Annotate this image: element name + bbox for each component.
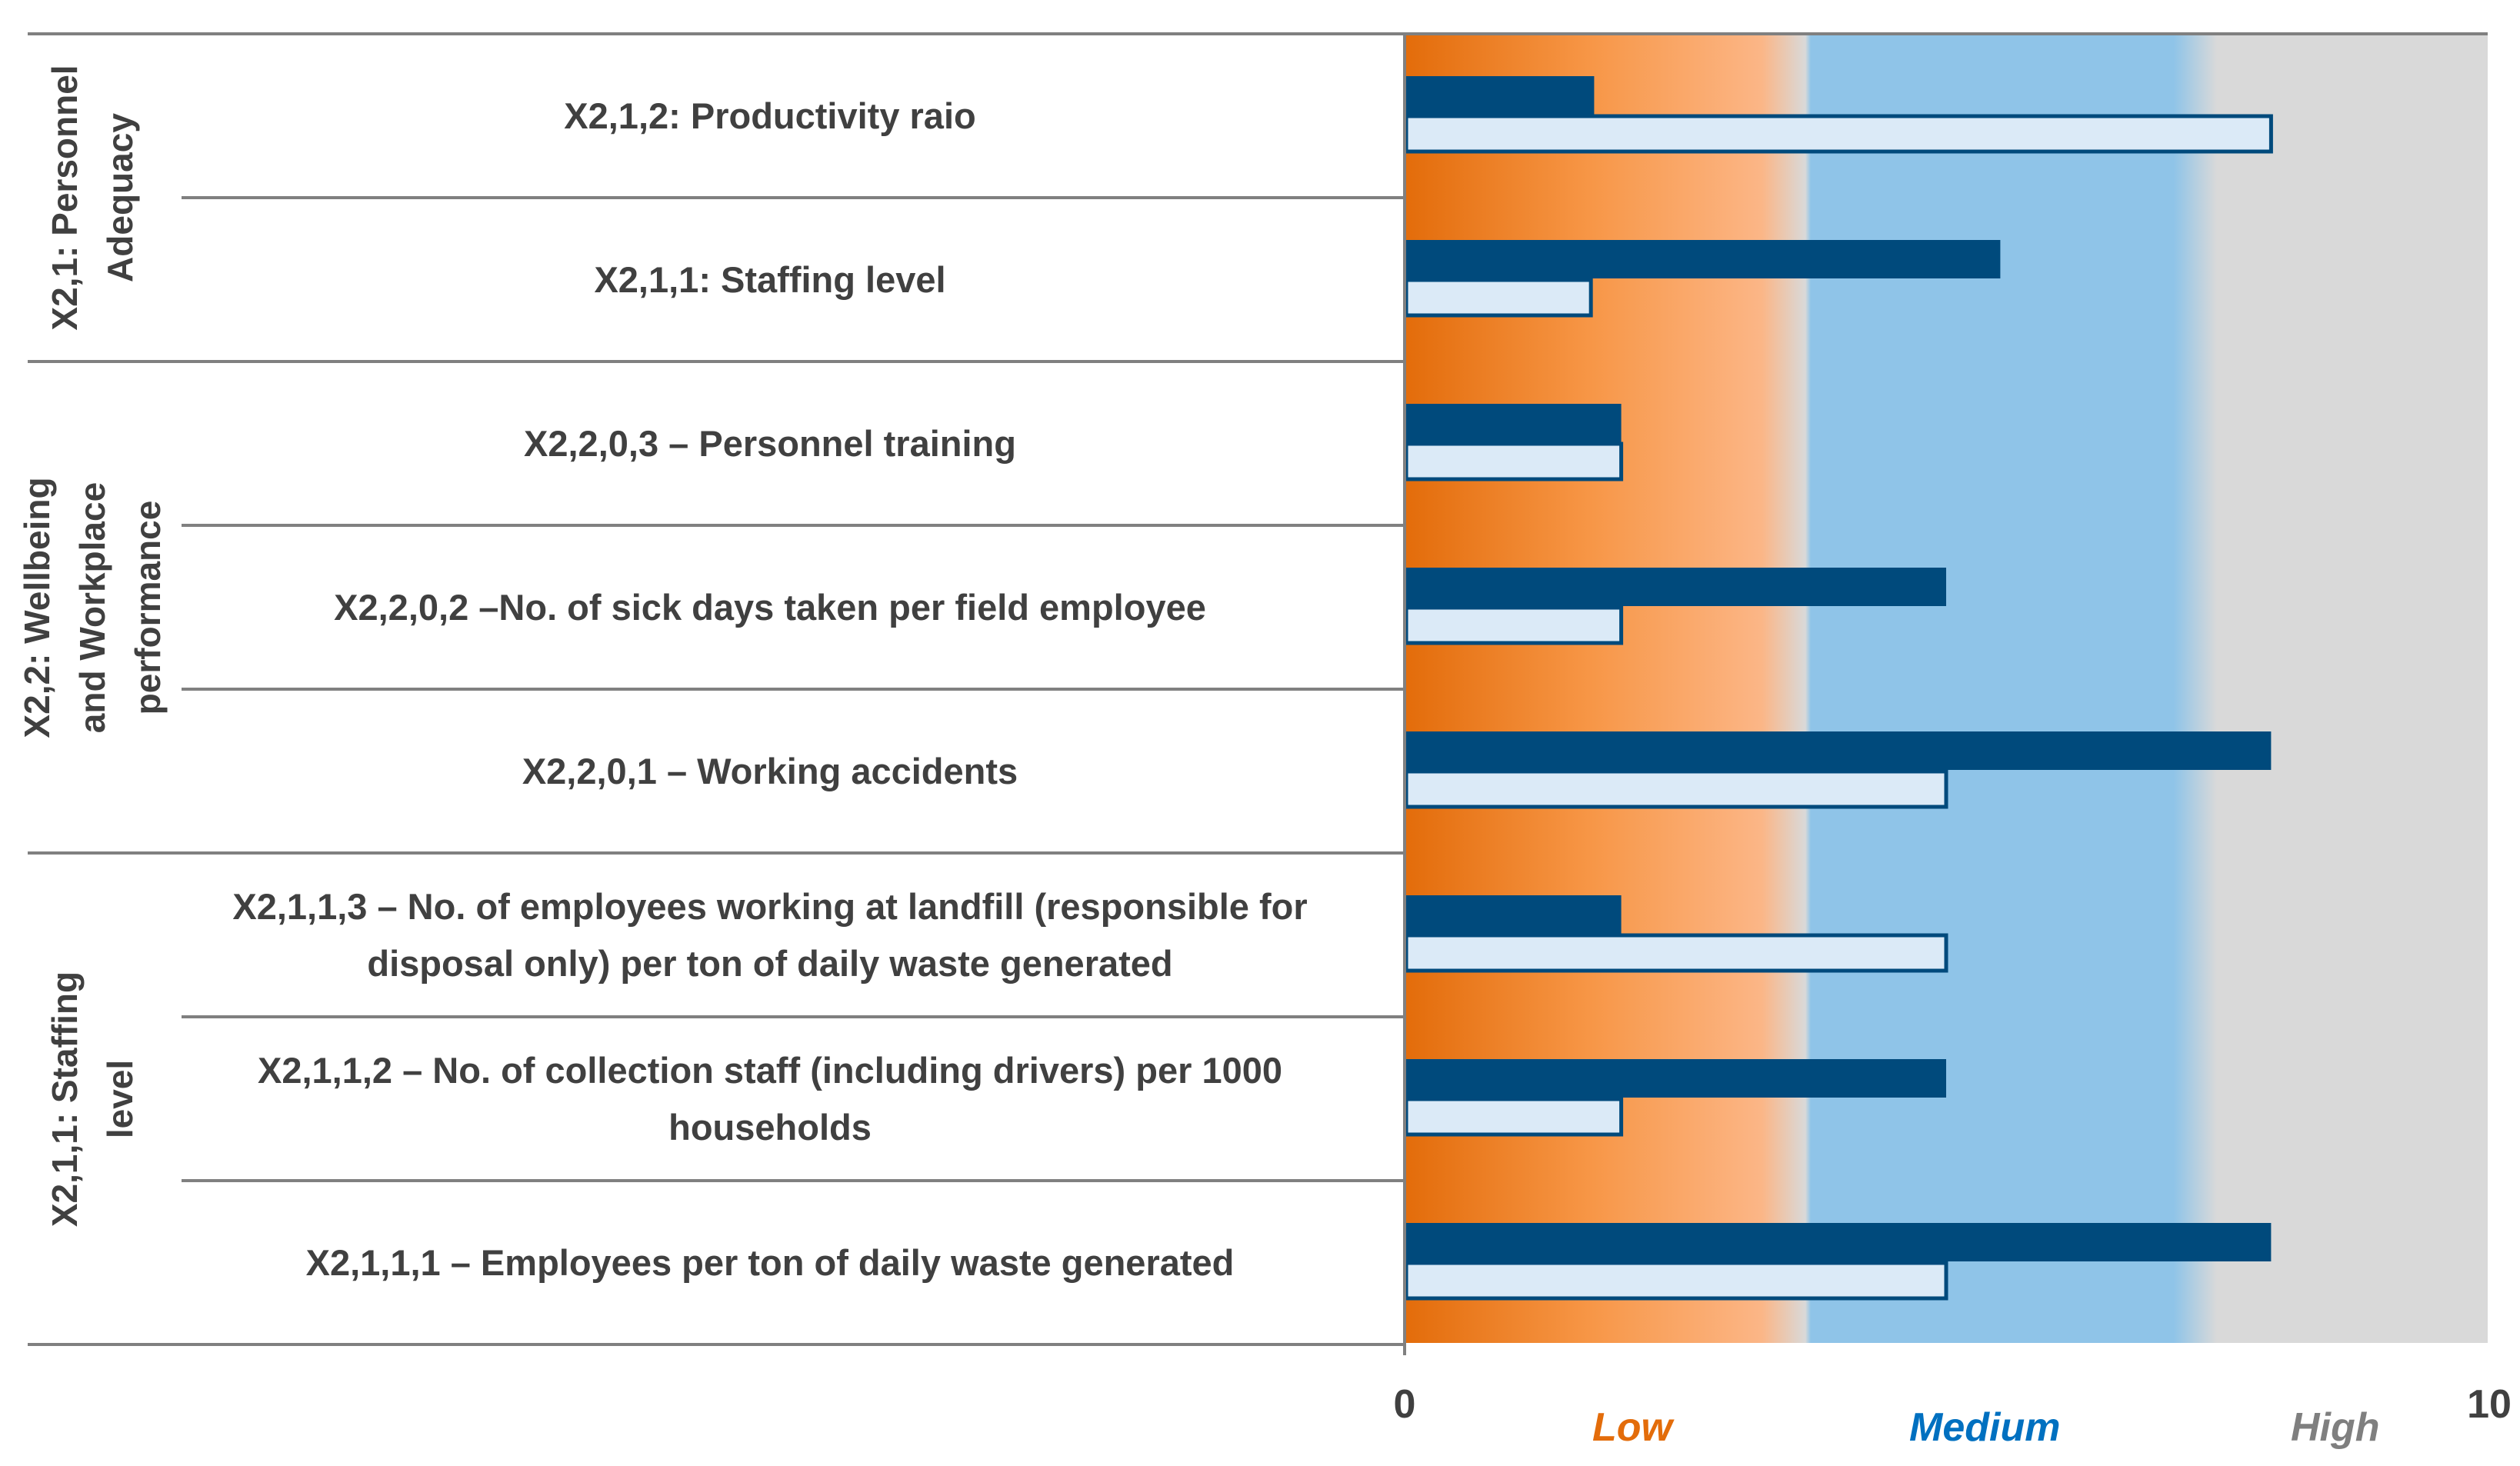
bar-light-3 <box>1404 605 1624 645</box>
plot-background <box>1405 34 2488 1343</box>
category-label-7: X2,1,1,1 – Employees per ton of daily wa… <box>305 1241 1235 1283</box>
bar-light-4 <box>1404 769 1948 809</box>
category-label-5: X2,1,1,3 – No. of employees working at l… <box>232 885 1308 984</box>
bar-light-0 <box>1404 114 2273 154</box>
bar-light-7 <box>1404 1261 1948 1301</box>
category-label-6: X2,1,1,2 – No. of collection staff (incl… <box>257 1049 1283 1148</box>
bar-dark-3 <box>1405 568 1946 606</box>
bar-dark-7 <box>1405 1223 2272 1261</box>
category-label-4: X2,2,0,1 – Working accidents <box>522 750 1018 791</box>
bar-dark-0 <box>1405 76 1595 115</box>
zone-label-high: High <box>2291 1405 2380 1450</box>
group-label-2: X2,1,1: Staffing level <box>45 971 140 1227</box>
bar-light-2 <box>1404 441 1624 481</box>
category-label-1: X2,1,1: Staffing level <box>594 258 946 300</box>
bar-light-1 <box>1404 278 1593 318</box>
bar-light-5 <box>1404 933 1948 973</box>
category-label-0: X2,1,2: Productivity raio <box>564 95 976 136</box>
bar-light-6 <box>1404 1097 1624 1137</box>
bar-dark-5 <box>1405 895 1622 934</box>
group-label-1: X2,2: Wellbeing and Workplace performanc… <box>17 476 168 738</box>
bar-dark-1 <box>1405 240 2001 278</box>
zone-label-low: Low <box>1592 1405 1672 1450</box>
category-label-2: X2,2,0,3 – Personnel training <box>524 422 1016 464</box>
group-label-0: X2,1: Personnel Adequacy <box>45 65 140 331</box>
x-tick-0: 0 <box>1393 1382 1416 1427</box>
zone-label-medium: Medium <box>1909 1405 2061 1450</box>
category-label-3: X2,2,0,2 –No. of sick days taken per fie… <box>334 586 1206 628</box>
bar-dark-4 <box>1405 731 2272 770</box>
x-tick-10: 10 <box>2467 1382 2512 1427</box>
bar-dark-2 <box>1405 404 1622 442</box>
bar-dark-6 <box>1405 1059 1946 1098</box>
